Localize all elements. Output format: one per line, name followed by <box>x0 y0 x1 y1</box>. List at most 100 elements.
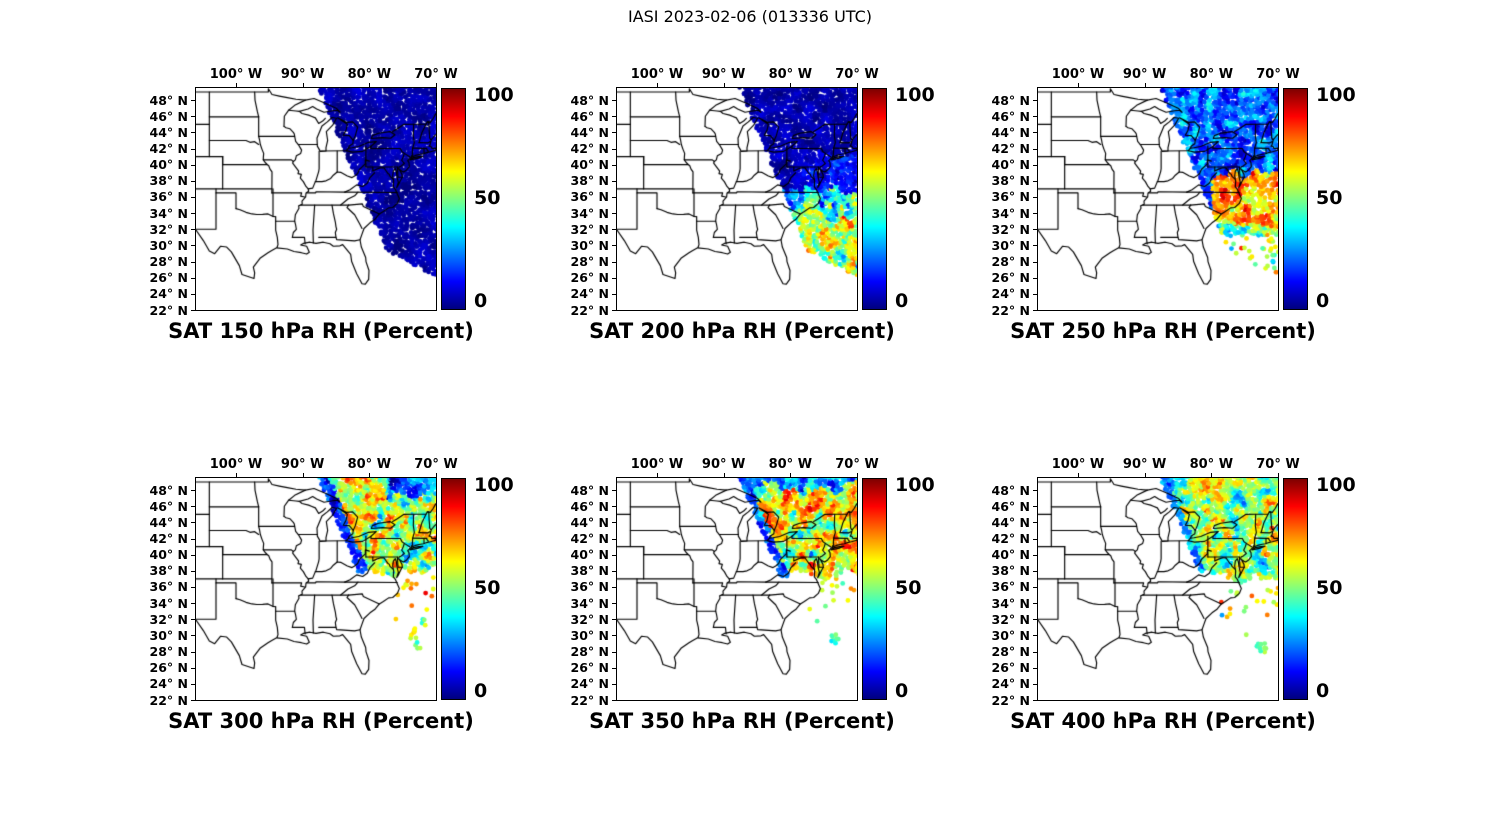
colorbar-tick-0: 0 <box>895 290 909 312</box>
tick-mark <box>612 116 617 118</box>
tick-mark <box>1033 310 1038 311</box>
tick-mark <box>612 619 617 621</box>
tick-mark <box>1033 229 1038 231</box>
lat-tick-label: 30° N <box>991 237 1030 253</box>
lat-tick-label: 30° N <box>991 627 1030 643</box>
tick-mark <box>1033 213 1038 215</box>
tick-mark <box>1033 538 1038 540</box>
tick-mark <box>723 473 725 478</box>
tick-mark <box>1033 116 1038 118</box>
tick-mark <box>1033 164 1038 166</box>
tick-mark <box>790 83 792 88</box>
lon-tick-label: 90° W <box>1122 67 1167 82</box>
lon-tick-label: 90° W <box>1122 457 1167 472</box>
lat-tick-label: 30° N <box>149 627 188 643</box>
lon-tick-label: 90° W <box>701 457 746 472</box>
colorbar-tick-0: 0 <box>474 680 488 702</box>
lat-tick-label: 38° N <box>149 563 188 579</box>
lat-tick-label: 28° N <box>570 254 609 270</box>
lat-tick-label: 32° N <box>570 221 609 237</box>
lat-tick-label: 40° N <box>149 157 188 173</box>
tick-mark <box>723 83 725 88</box>
tick-mark <box>191 554 196 556</box>
lat-tick-label: 46° N <box>570 108 609 124</box>
lat-tick-label: 22° N <box>991 692 1030 708</box>
lat-tick-label: 32° N <box>991 611 1030 627</box>
lat-tick-label: 48° N <box>149 92 188 108</box>
panel-sat-350-hpa: 100 50 0 SAT 350 hPa RH (Percent) 100° W… <box>571 457 935 733</box>
lat-tick-label: 36° N <box>570 189 609 205</box>
tick-mark <box>302 83 304 88</box>
lon-tick-label: 80° W <box>347 67 392 82</box>
panel-title-sat-300: SAT 300 hPa RH (Percent) <box>168 709 474 733</box>
colorbar-tick-0: 0 <box>895 680 909 702</box>
lat-tick-label: 40° N <box>991 547 1030 563</box>
lat-tick-label: 38° N <box>570 563 609 579</box>
tick-mark <box>612 245 617 247</box>
tick-mark <box>1033 570 1038 572</box>
colorb­ar-tick-50: 50 <box>474 187 501 209</box>
colorbar-sat-300 <box>441 478 466 700</box>
tick-mark <box>1033 261 1038 263</box>
lon-tick-label: 100° W <box>1051 67 1105 82</box>
tick-mark <box>612 538 617 540</box>
tick-mark <box>236 83 237 88</box>
lon-tick-label: 80° W <box>1189 67 1234 82</box>
tick-mark <box>369 83 371 88</box>
tick-mark <box>191 700 196 701</box>
colorbar-tick-100: 100 <box>1316 84 1356 106</box>
tick-mark <box>191 310 196 311</box>
lat-tick-label: 48° N <box>991 92 1030 108</box>
lat-tick-label: 30° N <box>570 237 609 253</box>
lat-tick-label: 36° N <box>149 189 188 205</box>
tick-mark <box>1033 619 1038 621</box>
lat-tick-label: 26° N <box>570 270 609 286</box>
lat-tick-label: 48° N <box>570 482 609 498</box>
lat-tick-label: 42° N <box>149 141 188 157</box>
tick-mark <box>1033 132 1038 134</box>
lat-tick-label: 26° N <box>149 270 188 286</box>
tick-mark <box>657 83 658 88</box>
tick-mark <box>612 277 617 279</box>
lat-tick-label: 30° N <box>149 237 188 253</box>
tick-mark <box>612 586 617 588</box>
tick-mark <box>1033 683 1038 685</box>
panel-sat-250-hpa: 100 50 0 SAT 250 hPa RH (Percent) 100° W… <box>992 67 1356 343</box>
lat-tick-label: 36° N <box>991 579 1030 595</box>
lat-tick-label: 44° N <box>991 124 1030 140</box>
colorbar-tick-100: 100 <box>895 474 935 496</box>
lat-tick-label: 26° N <box>149 660 188 676</box>
tick-mark <box>191 213 196 215</box>
lat-tick-label: 24° N <box>991 676 1030 692</box>
lat-tick-label: 34° N <box>991 595 1030 611</box>
tick-mark <box>191 683 196 685</box>
lat-tick-label: 42° N <box>991 531 1030 547</box>
colorbar-tick-50: 50 <box>474 577 501 599</box>
tick-mark <box>436 473 437 478</box>
tick-mark <box>191 164 196 166</box>
lat-tick-label: 32° N <box>570 611 609 627</box>
lat-tick-label: 40° N <box>149 547 188 563</box>
lat-tick-label: 22° N <box>570 692 609 708</box>
lon-tick-label: 80° W <box>768 457 813 472</box>
tick-mark <box>1033 277 1038 279</box>
tick-mark <box>1144 83 1146 88</box>
tick-mark <box>857 473 858 478</box>
tick-mark <box>657 473 658 478</box>
lon-tick-label: 90° W <box>280 457 325 472</box>
tick-mark <box>1033 245 1038 247</box>
tick-mark <box>191 635 196 637</box>
lat-tick-label: 40° N <box>570 157 609 173</box>
colorbar-tick-100: 100 <box>474 474 514 496</box>
panel-title-sat-350: SAT 350 hPa RH (Percent) <box>589 709 895 733</box>
tick-mark <box>612 603 617 605</box>
lat-tick-label: 48° N <box>991 482 1030 498</box>
lat-tick-label: 22° N <box>149 692 188 708</box>
tick-mark <box>1033 522 1038 524</box>
lat-tick-label: 44° N <box>570 124 609 140</box>
lat-tick-label: 48° N <box>570 92 609 108</box>
tick-mark <box>612 554 617 556</box>
colorbar-sat-250 <box>1283 88 1308 310</box>
colorbar-sat-350 <box>862 478 887 700</box>
tick-mark <box>1033 586 1038 588</box>
